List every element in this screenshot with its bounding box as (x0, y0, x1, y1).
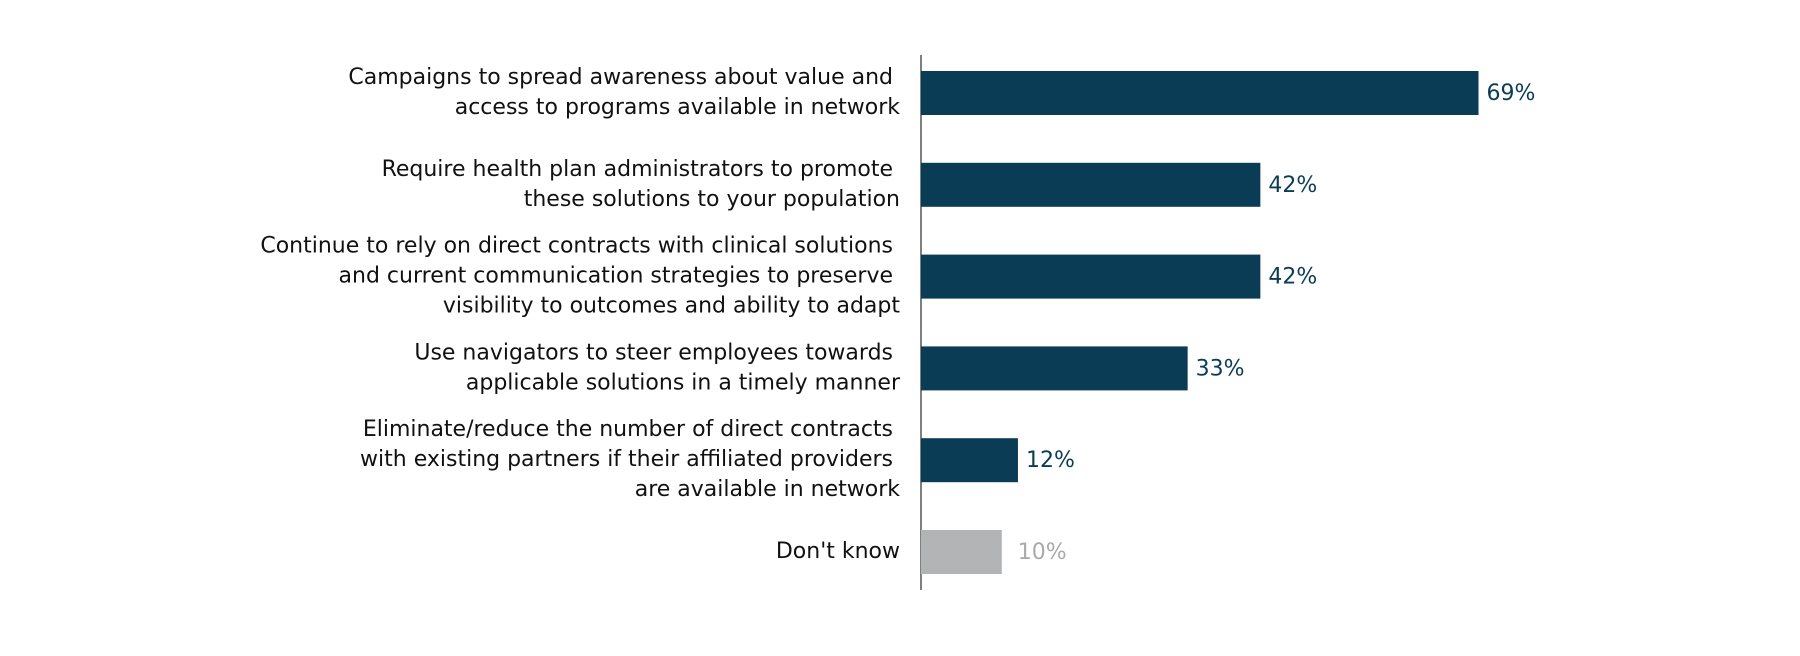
value-label: 10% (1018, 540, 1067, 565)
bar (921, 71, 1479, 115)
value-label: 33% (1196, 356, 1245, 381)
bar (921, 346, 1188, 391)
bar (921, 438, 1018, 483)
category-label: Use navigators to steer employees toward… (414, 340, 901, 395)
category-label: Continue to rely on direct contracts wit… (260, 234, 900, 319)
bar (921, 162, 1261, 207)
category-label: Campaigns to spread awareness about valu… (348, 65, 900, 120)
value-label: 42% (1268, 265, 1317, 290)
category-label: Require health plan administrators to pr… (382, 157, 900, 212)
bar (921, 530, 1002, 574)
value-label: 69% (1487, 81, 1536, 106)
category-label: Don't know (776, 539, 900, 564)
category-label: Eliminate/reduce the number of direct co… (360, 417, 900, 502)
value-label: 42% (1268, 173, 1317, 198)
bar (921, 254, 1261, 299)
value-label: 12% (1026, 448, 1075, 473)
